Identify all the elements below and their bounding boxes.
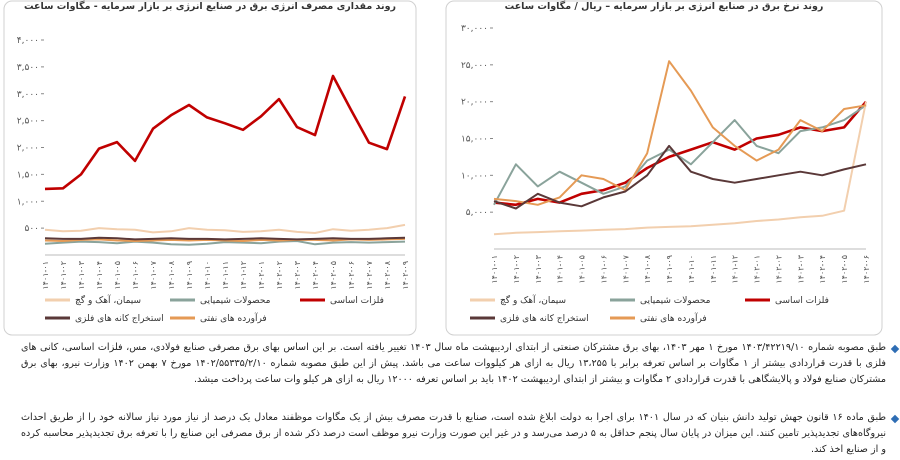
x-tick-label: ۱۴۰۱-۰۹ [185,261,194,290]
x-tick-label: ۱۴۰۲-۰۴ [311,261,320,290]
x-tick-label: ۱۴۰۱-۰۱ [490,255,499,284]
chart-title: روند نرخ برق در صنایع انرژی بر بازار سرم… [505,0,824,12]
x-tick-label: ۱۴۰۱-۰۲ [59,261,68,290]
x-tick-label: ۱۴۰۱-۱۰ [203,261,212,290]
x-tick-label: ۱۴۰۲-۰۲ [774,255,783,284]
y-tick-label: ۲,۰۰۰ [17,144,39,154]
x-tick-label: ۱۴۰۱-۰۵ [113,261,122,290]
legend-label: سیمان، آهک و گچ [500,294,566,306]
x-tick-label: ۱۴۰۱-۰۲ [512,255,521,284]
x-tick-label: ۱۴۰۱-۰۶ [599,255,608,284]
x-tick-label: ۱۴۰۱-۰۵ [578,255,587,284]
chart-frame [445,0,883,336]
charts: روند مقداری مصرف انرژی برق در صنایع انرژ… [3,0,883,336]
y-tick-label: ۳۰,۰۰۰ [461,24,488,34]
x-tick-label: ۱۴۰۱-۰۴ [95,261,104,290]
x-tick-label: ۱۴۰۲-۰۹ [401,261,410,290]
series-line [44,74,407,191]
x-tick-label: ۱۴۰۱-۰۳ [77,260,86,289]
paragraph: طبق مصوبه شماره ۱۴۰۳/۴۲۲۱۹/۱۰ مورخ ۱ مهر… [21,342,886,385]
legend-label: محصولات شیمیایی [200,296,271,306]
x-tick-label: ۱۴۰۲-۰۸ [383,260,392,289]
x-tick-label: ۱۴۰۲-۰۳ [796,254,805,283]
y-tick-label: ۳,۰۰۰ [17,90,39,100]
y-tick-label: ۲۵,۰۰۰ [461,61,488,71]
series-line [493,60,867,206]
bullet [890,414,900,424]
paragraph: طبق ماده ۱۶ قانون جهش تولید دانش بنیان ک… [21,412,886,455]
x-tick-label: ۱۴۰۱-۰۳ [534,254,543,283]
x-tick-label: ۱۴۰۱-۱۲ [239,261,248,290]
x-tick-label: ۱۴۰۲-۰۶ [347,261,356,290]
y-tick-label: ۳,۵۰۰ [17,63,39,73]
x-tick-label: ۱۴۰۱-۰۶ [131,261,140,290]
x-tick-label: ۱۴۰۱-۰۸ [167,260,176,289]
x-tick-label: ۱۴۰۲-۰۵ [329,261,338,290]
x-tick-label: ۱۴۰۱-۱۱ [221,261,230,290]
x-tick-label: ۱۴۰۲-۰۵ [840,255,849,284]
y-tick-label: ۱۵,۰۰۰ [461,135,488,145]
legend-label: فلزات اساسی [330,296,384,306]
x-tick-label: ۱۴۰۱-۰۸ [643,254,652,283]
y-tick-label: ۲,۵۰۰ [17,117,39,127]
x-tick-label: ۱۴۰۲-۰۳ [293,260,302,289]
legend-label: فلزات اساسی [775,296,829,306]
y-tick-label: ۲۰,۰۰۰ [461,98,488,108]
y-tick-label: ۱,۰۰۰ [17,197,39,207]
series-line [493,104,867,206]
y-tick-label: ۱,۵۰۰ [17,170,39,180]
series-line [44,240,406,246]
chart-frame [3,0,417,336]
x-tick-label: ۱۴۰۲-۰۷ [365,260,374,289]
x-tick-label: ۱۴۰۲-۰۱ [753,255,762,284]
series-line [44,237,406,242]
series-line [44,223,406,234]
legend-label: فرآورده های نفتی [200,312,267,324]
y-tick-label: ۵۰۰ [24,224,39,234]
x-tick-label: ۱۴۰۲-۰۱ [257,261,266,290]
x-tick-label: ۱۴۰۲-۰۲ [275,261,284,290]
legend-label: سیمان، آهک و گچ [75,294,141,306]
x-tick-label: ۱۴۰۱-۰۹ [665,255,674,284]
x-tick-label: ۱۴۰۱-۰۷ [149,260,158,289]
x-tick-label: ۱۴۰۱-۰۱ [41,261,50,290]
y-tick-label: ۱۰,۰۰۰ [461,171,488,181]
x-tick-label: ۱۴۰۱-۱۲ [731,255,740,284]
legend-label: استخراج کانه های فلزی [75,314,164,324]
x-tick-label: ۱۴۰۲-۰۶ [862,255,871,284]
x-tick-label: ۱۴۰۲-۰۴ [818,255,827,284]
legend-label: استخراج کانه های فلزی [500,314,589,324]
y-tick-label: ۵,۰۰۰ [466,208,488,218]
chart-title: روند مقداری مصرف انرژی برق در صنایع انرژ… [24,0,396,12]
bullet [890,344,900,354]
x-tick-label: ۱۴۰۱-۱۰ [687,255,696,284]
y-tick-label: ۴,۰۰۰ [17,36,39,46]
legend-label: فرآورده های نفتی [640,312,707,324]
series-line [493,144,867,210]
legend-label: محصولات شیمیایی [640,296,711,306]
series-line [493,101,867,236]
x-tick-label: ۱۴۰۱-۰۴ [556,255,565,284]
series-line [44,236,406,241]
x-tick-label: ۱۴۰۱-۰۷ [621,254,630,283]
x-tick-label: ۱۴۰۱-۱۱ [709,255,718,284]
